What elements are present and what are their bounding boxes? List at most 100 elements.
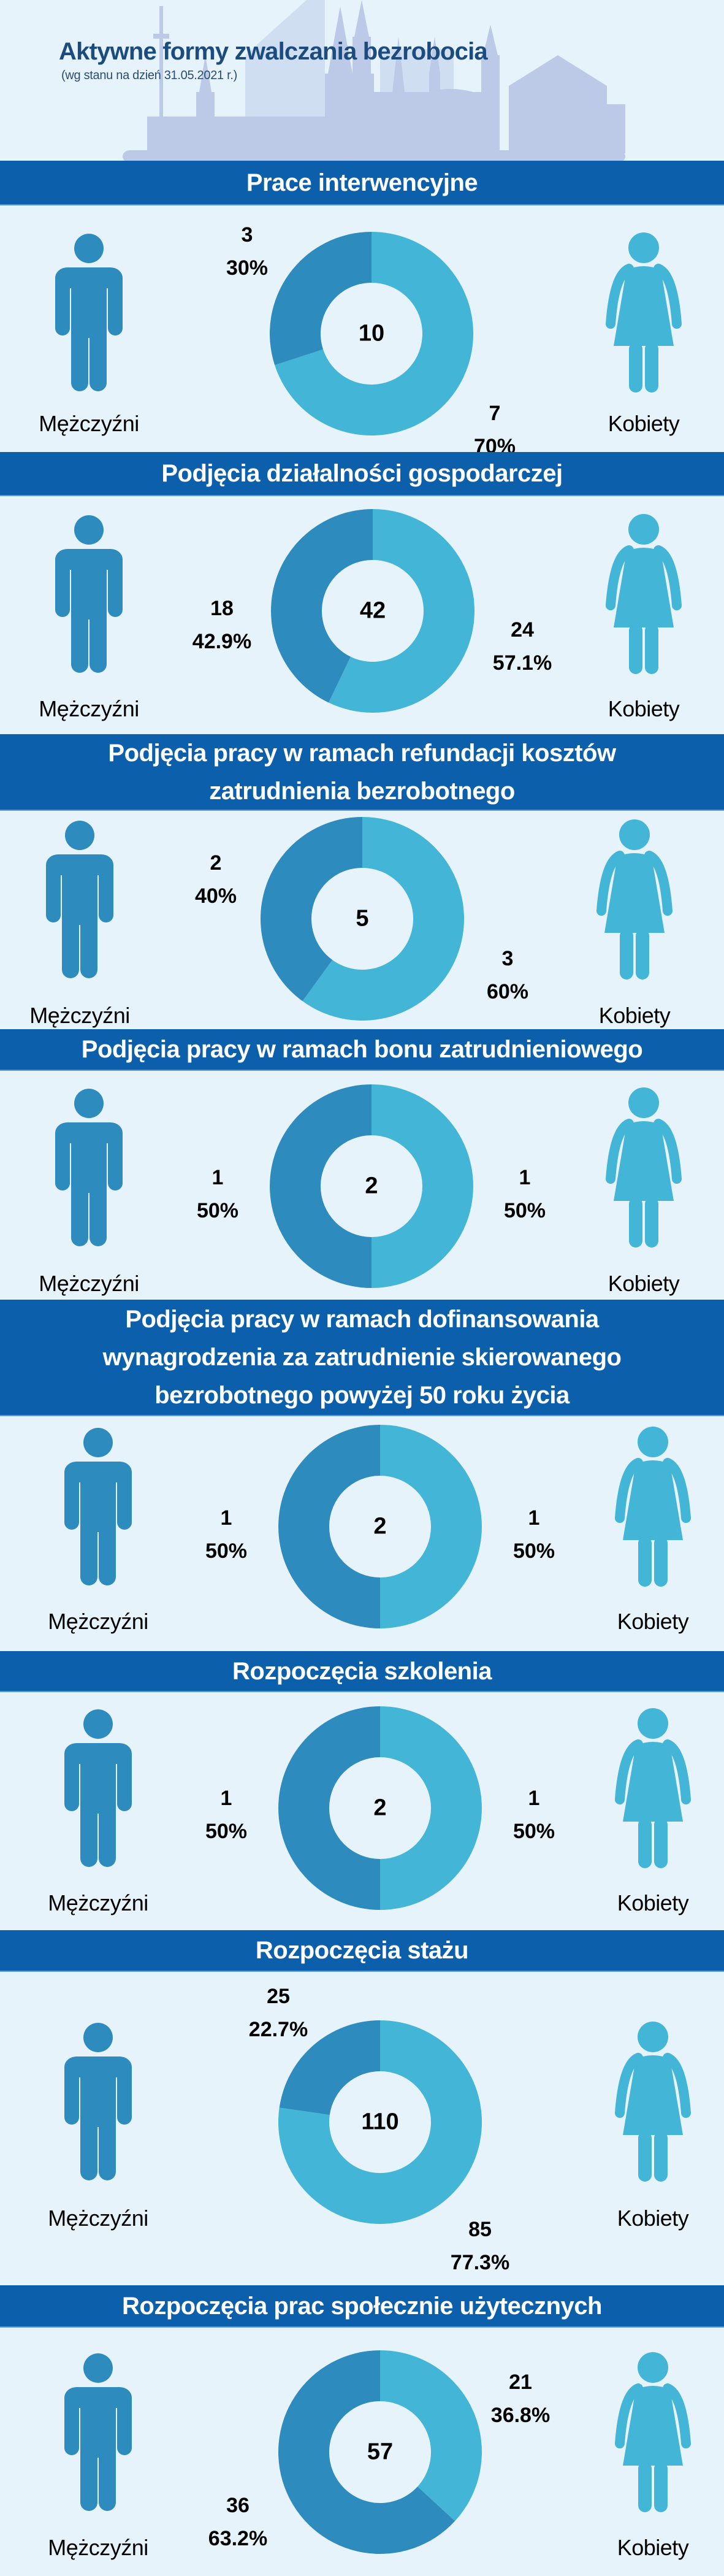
donut-slice-men [270, 1084, 372, 1288]
men-label: Mężczyźni [39, 411, 139, 436]
page-subtitle: (wg stanu na dzień 31.05.2021 r.) [61, 69, 237, 82]
woman-icon [611, 1426, 695, 1590]
men-value-label: 1 50% [205, 1501, 247, 1568]
women-value-label: 1 50% [513, 1501, 555, 1568]
women-label: Kobiety [617, 2206, 689, 2231]
men-value-label: 1 50% [197, 1161, 238, 1227]
donut-slice-women [328, 509, 474, 713]
woman-icon [611, 2352, 695, 2515]
men-value-label: 36 63.2% [208, 2489, 267, 2555]
donut-total-label: 2 [373, 1513, 387, 1539]
man-icon [55, 515, 123, 676]
donut-slice-men [271, 509, 373, 703]
women-value-label: 1 50% [504, 1161, 546, 1227]
women-label: Kobiety [608, 411, 680, 436]
women-percent: 60% [486, 980, 529, 1003]
women-count: 3 [501, 947, 514, 970]
men-percent: 22.7% [248, 2018, 308, 2041]
men-label: Mężczyźni [39, 1271, 139, 1296]
donut-slice-women [380, 1706, 482, 1910]
women-value-label: 24 57.1% [493, 613, 552, 680]
men-percent: 50% [205, 1820, 248, 1843]
men-percent: 50% [205, 1539, 248, 1563]
donut-slice-men [278, 1706, 380, 1910]
men-value-label: 1 50% [205, 1782, 247, 1848]
men-percent: 42.9% [192, 630, 252, 653]
women-value-label: 21 36.8% [491, 2366, 550, 2432]
man-icon [46, 821, 113, 981]
men-percent: 40% [194, 884, 237, 908]
men-count: 2 [210, 851, 222, 875]
men-count: 3 [241, 223, 253, 247]
section-title-band: Rozpoczęcia stażu [0, 1930, 724, 1972]
women-percent: 57.1% [492, 651, 552, 675]
women-label: Kobiety [617, 1609, 689, 1634]
donut-total-label: 2 [373, 1795, 387, 1821]
men-value-label: 3 30% [226, 218, 268, 285]
women-percent: 36.8% [490, 2404, 551, 2427]
women-label: Kobiety [598, 1003, 671, 1028]
men-value-label: 18 42.9% [192, 592, 251, 658]
section-title-band: Podjęcia pracy w ramach bonu zatrudnieni… [0, 1029, 724, 1071]
man-icon [64, 2353, 132, 2514]
donut-chart [261, 817, 464, 1021]
donut-total-label: 57 [367, 2439, 394, 2465]
page-title: Aktywne formy zwalczania bezrobocia [59, 38, 488, 65]
women-label: Kobiety [608, 1271, 680, 1296]
men-value-label: 25 22.7% [249, 1980, 308, 2046]
men-label: Mężczyźni [48, 2206, 148, 2231]
women-count: 7 [489, 402, 501, 425]
women-count: 1 [528, 1787, 540, 1810]
women-percent: 77.3% [450, 2251, 510, 2274]
donut-slice-men [278, 1425, 380, 1628]
women-percent: 50% [513, 1820, 555, 1843]
donut-slice-women [380, 1425, 482, 1628]
donut-slice-women [372, 1084, 473, 1288]
donut-slice-women [380, 2350, 482, 2521]
donut-slice-women [278, 2020, 482, 2224]
section-title-band: Podjęcia pracy w ramach dofinansowania w… [0, 1300, 724, 1416]
donut-slice-men [279, 2020, 380, 2115]
women-value-label: 3 60% [487, 942, 528, 1008]
section-title-band: Rozpoczęcia szkolenia [0, 1651, 724, 1692]
city-skyline-illustration [123, 0, 625, 163]
women-percent: 50% [513, 1539, 555, 1563]
men-count: 1 [220, 1506, 232, 1530]
women-count: 85 [468, 2218, 492, 2241]
donut-chart [270, 1084, 473, 1288]
women-count: 1 [519, 1166, 531, 1189]
men-label: Mężczyźni [29, 1003, 130, 1028]
donut-slice-men [270, 232, 372, 366]
woman-icon [602, 513, 685, 677]
woman-icon [602, 1087, 685, 1251]
men-count: 1 [220, 1787, 232, 1810]
women-label: Kobiety [608, 696, 680, 721]
woman-icon [602, 232, 685, 396]
donut-slice-men [278, 2350, 455, 2554]
man-icon [64, 2023, 132, 2183]
section-title-band: Podjęcia pracy w ramach refundacji koszt… [0, 734, 724, 811]
women-label: Kobiety [617, 2535, 689, 2560]
section-title-band: Rozpoczęcia prac społecznie użytecznych [0, 2285, 724, 2328]
women-label: Kobiety [617, 1890, 689, 1915]
men-count: 18 [210, 597, 234, 620]
donut-chart [278, 2020, 482, 2224]
donut-total-label: 2 [365, 1173, 378, 1199]
donut-total-label: 5 [356, 905, 369, 932]
donut-total-label: 42 [359, 597, 386, 624]
man-icon [64, 1709, 132, 1870]
section-title-band: Podjęcia działalności gospodarczej [0, 452, 724, 496]
women-count: 24 [511, 618, 534, 642]
donut-chart [278, 1425, 482, 1628]
donut-chart [278, 1706, 482, 1910]
men-count: 36 [226, 2494, 250, 2517]
men-label: Mężczyźni [48, 1890, 148, 1915]
donut-total-label: 110 [361, 2109, 399, 2135]
women-percent: 50% [503, 1199, 546, 1222]
man-icon [55, 1089, 123, 1249]
men-percent: 30% [226, 256, 269, 280]
men-value-label: 2 40% [195, 846, 237, 913]
women-count: 21 [509, 2371, 532, 2394]
men-label: Mężczyźni [39, 696, 139, 721]
donut-total-label: 10 [358, 320, 385, 347]
